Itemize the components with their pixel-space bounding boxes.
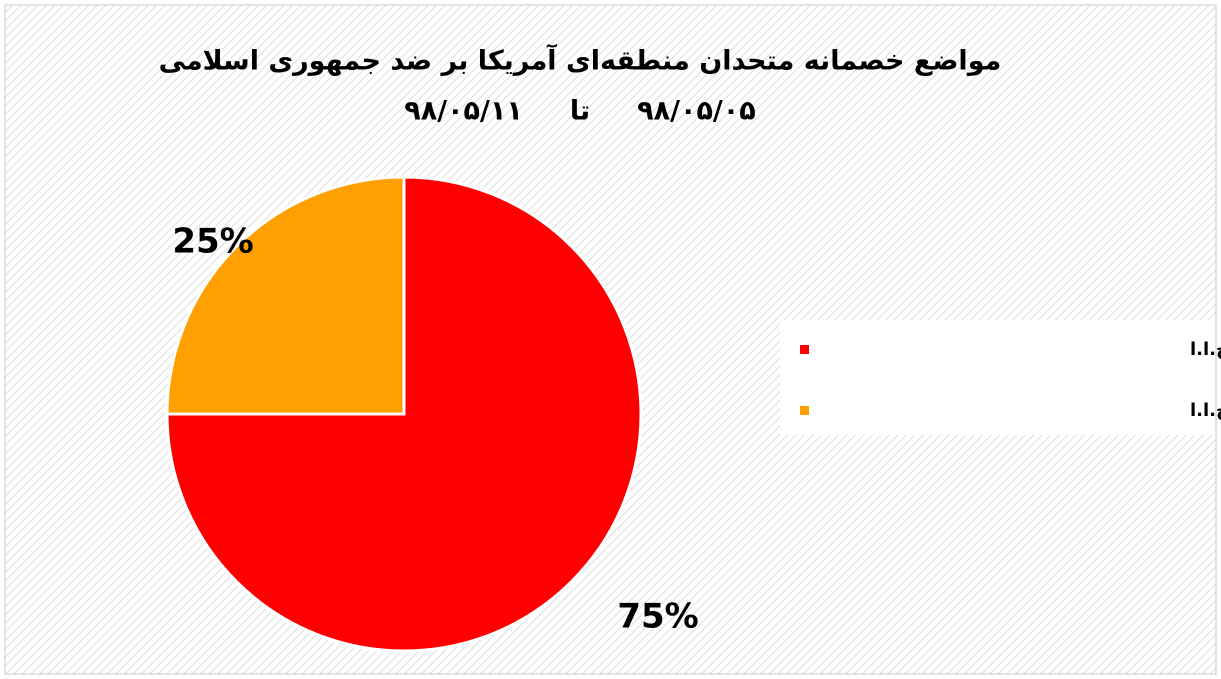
chart-subtitle: ۹۸/۰۵/۰۵ تا ۹۸/۰۵/۱۱ — [404, 96, 756, 127]
pie-slice — [165, 175, 643, 653]
chart-title: مواضع خصمانه متحدان منطقه‌ای آمریکا بر ض… — [159, 44, 1002, 77]
legend-box — [780, 320, 1215, 435]
data-label: 25% — [172, 222, 253, 262]
legend-label: ادعای متحدان منطقه‌ای آمریکا در قبال ج.ا… — [1190, 398, 1221, 421]
legend-marker — [800, 345, 809, 354]
pie-slice — [165, 175, 406, 416]
data-label: 75% — [617, 597, 698, 637]
legend-label: ادعای متحدان اروپایی آمریکا در قبال ج.ا.… — [1190, 337, 1221, 360]
legend-marker — [800, 406, 809, 415]
